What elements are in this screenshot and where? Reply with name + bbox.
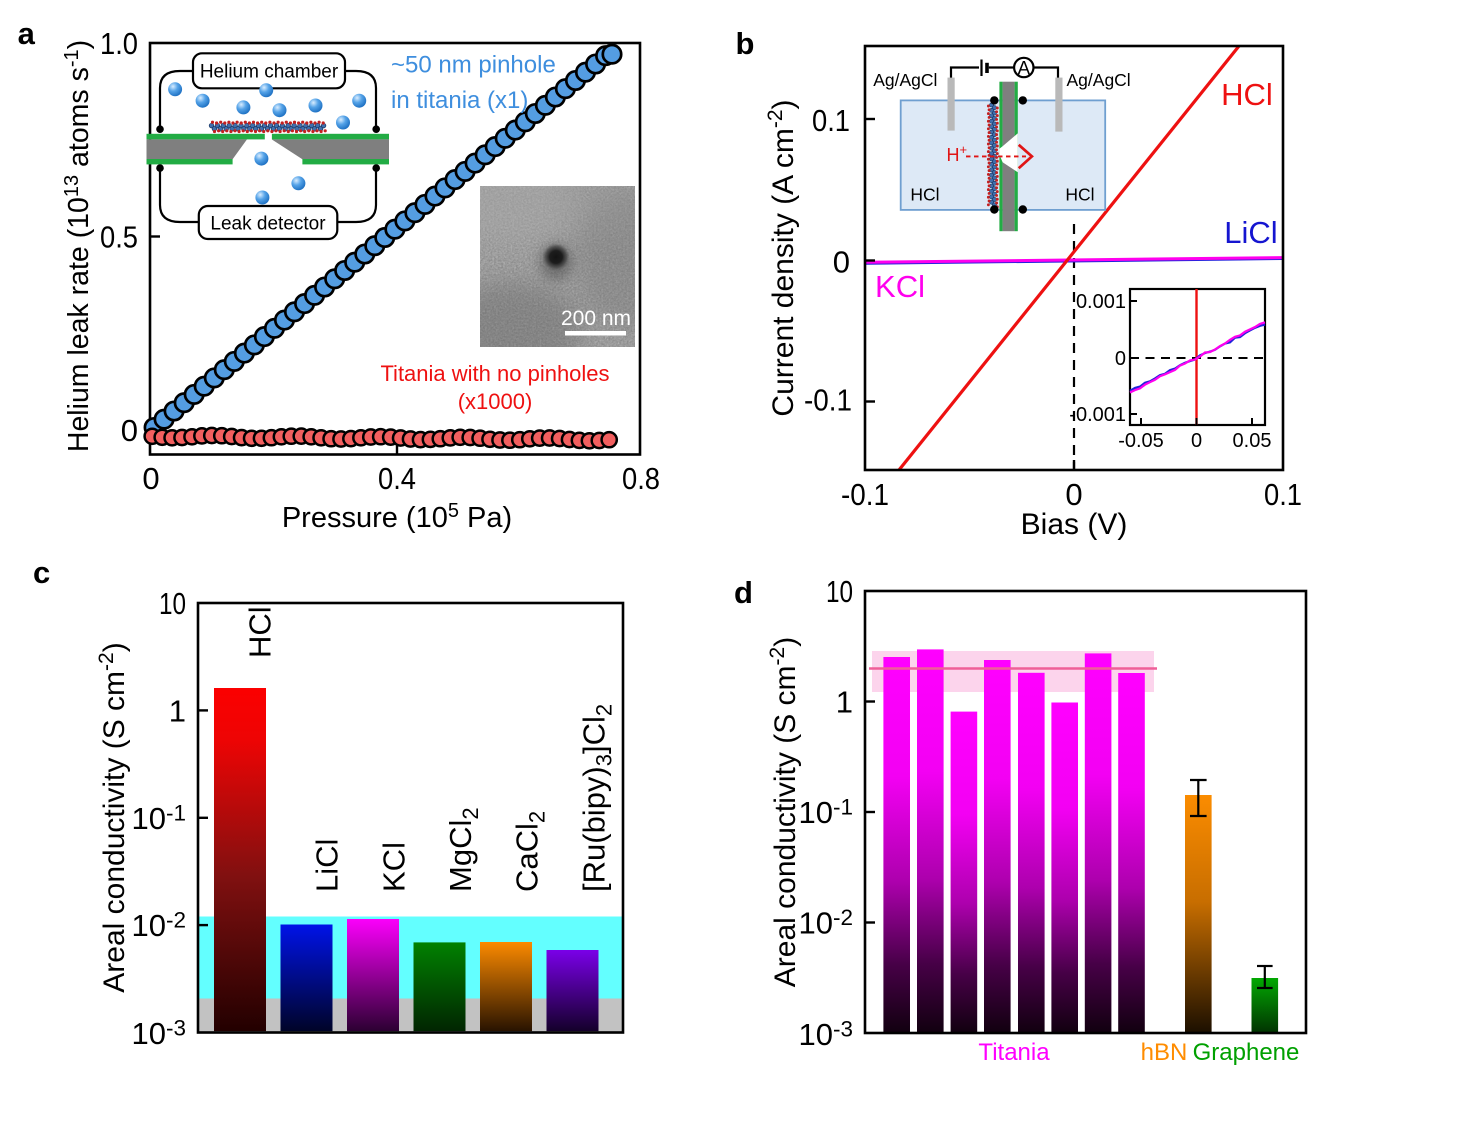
svg-text:b: b (736, 26, 755, 61)
svg-text:Areal conductivity (S cm-2): Areal conductivity (S cm-2) (95, 642, 131, 992)
svg-text:Titania: Titania (978, 1039, 1050, 1066)
svg-text:HCl: HCl (243, 606, 278, 658)
svg-text:Areal conductivity (S cm-2): Areal conductivity (S cm-2) (766, 637, 802, 987)
svg-text:a: a (18, 16, 36, 51)
svg-text:Current density (A cm-2): Current density (A cm-2) (764, 99, 800, 416)
svg-text:0.1: 0.1 (812, 103, 850, 138)
svg-text:A: A (1017, 59, 1030, 80)
svg-text:-0.1: -0.1 (841, 477, 889, 512)
svg-text:1: 1 (836, 685, 853, 720)
svg-text:0.05: 0.05 (1233, 430, 1272, 452)
svg-text:0: 0 (1065, 477, 1082, 512)
svg-text:LiCl: LiCl (1224, 215, 1277, 250)
svg-text:10-3: 10-3 (799, 1017, 854, 1053)
svg-text:0.001: 0.001 (1076, 291, 1126, 313)
svg-text:c: c (33, 555, 50, 590)
svg-text:1.0: 1.0 (100, 26, 138, 61)
svg-text:0: 0 (121, 413, 138, 448)
svg-text:Helium leak rate (1013 atoms s: Helium leak rate (1013 atoms s-1) (61, 40, 95, 452)
svg-text:Ag/AgCl: Ag/AgCl (873, 70, 937, 90)
svg-text:0: 0 (1191, 430, 1202, 452)
svg-text:0.8: 0.8 (622, 461, 660, 496)
svg-text:[Ru(bipy)3]Cl2: [Ru(bipy)3]Cl2 (577, 704, 617, 892)
svg-text:10: 10 (826, 574, 853, 609)
svg-text:10: 10 (159, 586, 186, 621)
svg-text:1: 1 (169, 693, 186, 728)
svg-text:0: 0 (142, 461, 159, 496)
svg-text:(x1000): (x1000) (458, 389, 533, 414)
svg-text:-0.001: -0.001 (1069, 404, 1126, 426)
svg-text:0: 0 (833, 245, 850, 280)
svg-text:-0.1: -0.1 (804, 383, 852, 418)
svg-text:KCl: KCl (875, 269, 925, 304)
svg-text:Graphene: Graphene (1193, 1039, 1300, 1066)
svg-text:Pressure (105 Pa): Pressure (105 Pa) (282, 500, 512, 534)
svg-text:HCl: HCl (1221, 77, 1273, 112)
svg-text:10-1: 10-1 (132, 800, 187, 836)
svg-text:200 nm: 200 nm (561, 307, 631, 330)
svg-text:KCl: KCl (377, 842, 412, 892)
svg-text:Ag/AgCl: Ag/AgCl (1067, 70, 1131, 90)
svg-text:MgCl2: MgCl2 (443, 807, 483, 892)
svg-text:0.1: 0.1 (1264, 477, 1302, 512)
svg-text:CaCl2: CaCl2 (510, 811, 550, 892)
svg-text:d: d (734, 575, 753, 610)
svg-text:Leak detector: Leak detector (210, 214, 326, 235)
svg-text:HCl: HCl (910, 185, 939, 205)
svg-text:in titania (x1): in titania (x1) (391, 87, 528, 114)
svg-text:-0.05: -0.05 (1118, 430, 1164, 452)
svg-text:Helium chamber: Helium chamber (200, 62, 339, 83)
svg-text:~50 nm pinhole: ~50 nm pinhole (391, 52, 556, 79)
svg-text:Titania with no pinholes: Titania with no pinholes (380, 361, 609, 386)
svg-text:hBN: hBN (1141, 1039, 1188, 1066)
svg-text:0: 0 (1115, 348, 1126, 370)
svg-text:HCl: HCl (1065, 185, 1094, 205)
svg-text:LiCl: LiCl (310, 839, 345, 892)
svg-text:0.4: 0.4 (378, 461, 416, 496)
svg-text:0.5: 0.5 (100, 220, 138, 255)
svg-text:Bias (V): Bias (V) (1021, 508, 1128, 541)
